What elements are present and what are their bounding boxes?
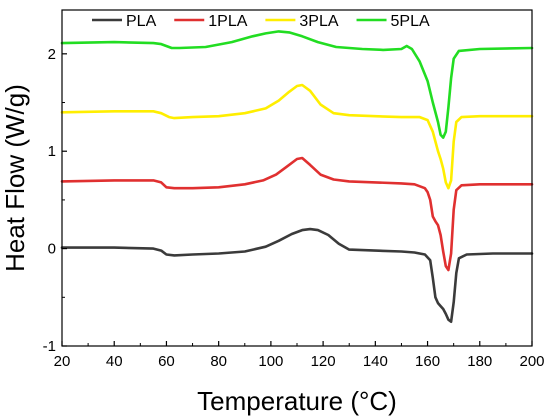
y-tick-label: 1	[48, 143, 56, 160]
legend-label-pla: PLA	[126, 13, 157, 30]
x-tick-label: 120	[311, 353, 336, 370]
series-line-1pla	[60, 156, 534, 272]
y-tick-label: 0	[48, 241, 56, 258]
x-tick-label: 40	[106, 353, 123, 370]
y-tick-label: 2	[48, 46, 56, 63]
y-axis-title: Heat Flow (W/g)	[0, 84, 30, 272]
series-line-5pla	[60, 30, 534, 139]
series-line-pla	[60, 227, 534, 323]
legend-label-5pla: 5PLA	[391, 13, 430, 30]
x-tick-label: 140	[363, 353, 388, 370]
x-axis: 20 40 60 80 100 120 140 160 180 200	[54, 341, 545, 370]
x-tick-label: 100	[258, 353, 283, 370]
y-axis: -1 0 1 2	[43, 46, 67, 355]
x-tick-label: 180	[467, 353, 492, 370]
x-tick-label: 60	[158, 353, 175, 370]
x-tick-label: 200	[519, 353, 544, 370]
x-tick-label: 20	[54, 353, 71, 370]
x-axis-title: Temperature (°C)	[197, 386, 397, 416]
legend-label-1pla: 1PLA	[208, 13, 247, 30]
plot-frame	[61, 9, 533, 347]
series-line-3pla	[60, 83, 534, 190]
x-tick-label: 80	[210, 353, 227, 370]
legend: PLA 1PLA 3PLA 5PLA	[92, 13, 430, 30]
x-tick-label: 160	[415, 353, 440, 370]
legend-label-3pla: 3PLA	[299, 13, 338, 30]
y-tick-label: -1	[43, 338, 56, 355]
series-group	[60, 30, 534, 323]
